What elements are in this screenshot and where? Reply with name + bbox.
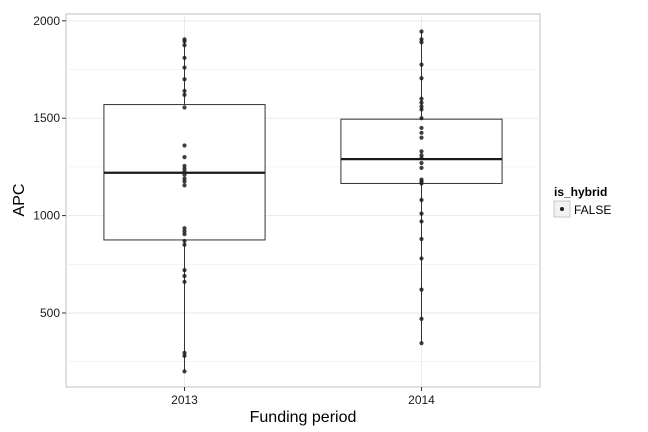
data-point [182, 55, 187, 60]
data-point [182, 43, 187, 48]
data-points [182, 29, 424, 374]
data-point [419, 236, 424, 242]
data-point [182, 65, 187, 70]
data-point [182, 105, 187, 110]
data-point [419, 256, 424, 261]
data-point [419, 156, 424, 161]
data-point [182, 350, 187, 356]
data-point [182, 92, 187, 97]
data-point [419, 341, 424, 346]
legend-label-false: FALSE [574, 203, 611, 217]
data-point [182, 369, 187, 374]
data-point [419, 40, 424, 45]
y-tick-label: 1500 [33, 111, 60, 125]
data-point [419, 100, 424, 105]
data-point [182, 242, 187, 247]
data-point [182, 172, 187, 177]
x-axis-title: Funding period [250, 409, 357, 426]
data-point [419, 197, 424, 203]
data-point [182, 39, 187, 44]
data-point [419, 37, 424, 42]
data-point [419, 76, 424, 81]
data-point [419, 96, 424, 101]
legend-title: is_hybrid [554, 185, 607, 199]
data-point [182, 226, 187, 231]
legend-key-point [560, 207, 564, 211]
data-point [419, 165, 424, 170]
data-point [182, 238, 187, 244]
data-point [182, 268, 187, 273]
data-point [182, 231, 187, 237]
data-point [419, 107, 424, 112]
data-point [419, 219, 424, 224]
data-point [419, 130, 424, 135]
data-point [419, 62, 424, 67]
data-point [419, 160, 424, 166]
y-axis-title: APC [11, 184, 28, 217]
data-point [182, 155, 187, 160]
data-point [182, 176, 187, 181]
data-point [182, 279, 187, 284]
y-tick-label: 1000 [33, 209, 60, 223]
data-point [419, 116, 424, 121]
y-tick-label: 500 [40, 306, 60, 320]
legend: is_hybrid FALSE [553, 185, 611, 218]
axes: 500 1000 1500 2000 2013 2014 [33, 14, 435, 407]
x-tick-label: 2013 [171, 393, 198, 407]
data-point [182, 229, 187, 234]
data-point [182, 179, 187, 184]
data-point [419, 153, 424, 158]
data-point [419, 125, 424, 131]
data-point [182, 166, 187, 171]
data-point [419, 316, 424, 321]
data-point [419, 135, 424, 140]
data-point [182, 183, 187, 188]
data-point [419, 181, 424, 186]
data-point [182, 163, 187, 169]
y-tick-label: 2000 [33, 14, 60, 28]
data-point [419, 287, 424, 292]
data-point [182, 353, 187, 358]
data-point [419, 104, 424, 109]
data-point [182, 77, 187, 82]
data-point [419, 29, 424, 34]
data-point [182, 169, 187, 174]
x-tick-label: 2014 [408, 393, 435, 407]
data-point [182, 88, 187, 94]
data-point [419, 211, 424, 216]
data-point [419, 149, 424, 154]
data-point [182, 273, 187, 279]
data-point [182, 143, 187, 148]
